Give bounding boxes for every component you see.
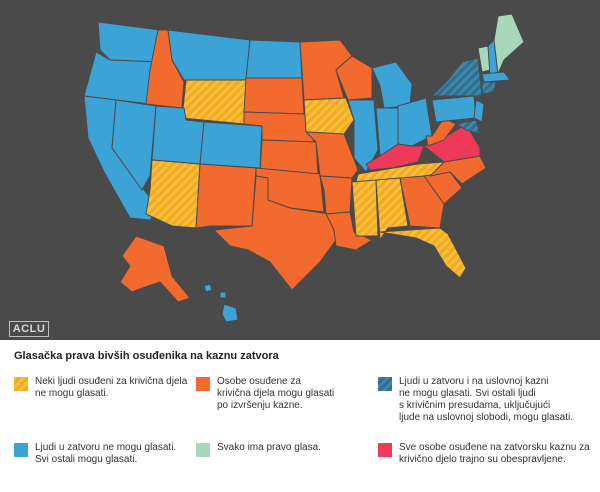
- state-ohio: [397, 97, 433, 147]
- state-south-dakota: [243, 77, 305, 115]
- state-washington: [97, 21, 161, 63]
- state-north-dakota: [245, 39, 303, 79]
- state-florida: [379, 227, 467, 279]
- legend-label-prison-only: Ljudi u zatvoru ne mogu glasati. Svi ost…: [35, 442, 177, 465]
- state-alaska: [119, 235, 191, 303]
- legend-label-partial: Neki ljudi osuđeni za krivična djela ne …: [35, 376, 188, 399]
- swatch-after-sentence: [196, 377, 210, 391]
- legend-label-after-sentence: Osobe osuđene za krivična djela mogu gla…: [217, 376, 335, 411]
- state-wyoming: [181, 79, 247, 125]
- swatch-prison-only: [14, 443, 28, 457]
- map-svg: [83, 13, 525, 323]
- state-wisconsin: [335, 55, 373, 101]
- legend-label-permanent: Sve osobe osuđene na zatvorsku kaznu za …: [399, 442, 590, 465]
- legend-item-prison-parole: Ljudi u zatvoru i na uslovnoj kazni ne m…: [378, 376, 573, 424]
- aclu-logo: ACLU: [9, 321, 49, 337]
- state-montana: [167, 29, 251, 81]
- state-new-mexico: [195, 163, 257, 229]
- state-iowa: [303, 97, 355, 135]
- state-louisiana: [325, 211, 373, 251]
- swatch-permanent: [378, 443, 392, 457]
- state-nevada: [111, 99, 157, 191]
- state-texas: [213, 175, 337, 291]
- state-arizona: [145, 159, 201, 229]
- state-maine: [493, 13, 525, 75]
- legend-label-everyone: Svako ima pravo glasa.: [217, 442, 321, 453]
- legend-item-permanent: Sve osobe osuđene na zatvorsku kaznu za …: [378, 442, 590, 466]
- state-arkansas: [319, 175, 353, 215]
- swatch-prison-parole: [378, 377, 392, 391]
- state-new-york: [431, 57, 483, 97]
- state-michigan: [371, 61, 413, 109]
- legend-item-partial: Neki ljudi osuđeni za krivična djela ne …: [14, 376, 187, 400]
- state-alabama: [375, 177, 409, 241]
- state-mississippi: [351, 179, 379, 237]
- legend-item-everyone: Svako ima pravo glasa.: [196, 442, 321, 457]
- state-massachusetts: [481, 71, 511, 83]
- state-colorado: [199, 121, 263, 169]
- state-hawaii-oahu: [203, 283, 213, 293]
- state-maryland: [455, 119, 481, 135]
- legend: Glasačka prava bivših osuđenika na kaznu…: [0, 340, 600, 492]
- swatch-partial: [14, 377, 28, 391]
- legend-item-after-sentence: Osobe osuđene za krivična djela mogu gla…: [196, 376, 334, 412]
- state-hawaii-big: [221, 303, 239, 323]
- legend-label-prison-parole: Ljudi u zatvoru i na uslovnoj kazni ne m…: [399, 376, 573, 423]
- legend-title: Glasačka prava bivših osuđenika na kaznu…: [14, 350, 279, 362]
- state-new-jersey: [473, 99, 485, 123]
- legend-item-prison-only: Ljudi u zatvoru ne mogu glasati. Svi ost…: [14, 442, 176, 466]
- state-hawaii-maui: [219, 291, 227, 299]
- state-illinois: [347, 99, 379, 173]
- swatch-everyone: [196, 443, 210, 457]
- state-connecticut: [481, 81, 497, 95]
- state-pennsylvania: [431, 95, 477, 123]
- us-map: ACLU: [0, 0, 600, 340]
